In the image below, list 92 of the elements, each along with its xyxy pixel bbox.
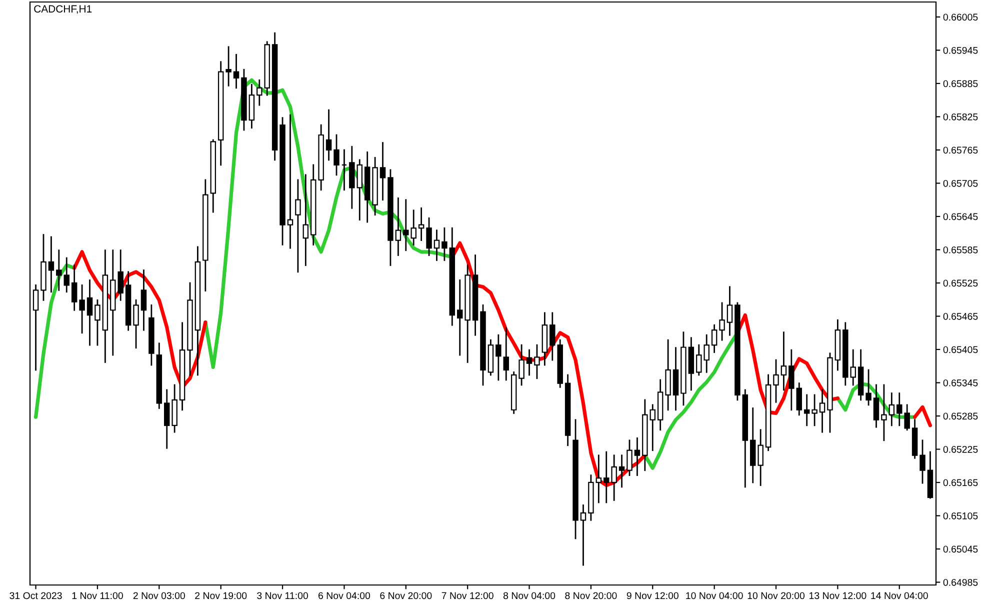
- candlestick: [873, 384, 880, 428]
- candlestick: [773, 359, 779, 403]
- candlestick: [71, 264, 78, 311]
- candlestick: [140, 270, 147, 331]
- candlestick: [326, 109, 332, 161]
- x-tick-label: 10 Nov 20:00: [748, 592, 805, 600]
- y-tick-label: 0.65945: [943, 46, 978, 54]
- candlestick: [426, 217, 432, 256]
- candlestick: [758, 429, 764, 486]
- x-tick-label: 8 Nov 20:00: [565, 592, 617, 600]
- y-tick-label: 0.65345: [943, 379, 978, 386]
- candlestick: [287, 114, 294, 249]
- y-tick-label: 0.65405: [943, 346, 978, 354]
- candlestick: [164, 389, 170, 449]
- candlestick: [904, 404, 910, 431]
- candlestick: [226, 46, 232, 86]
- y-tick-label: 0.66005: [943, 14, 978, 21]
- candlestick: [86, 280, 93, 346]
- candlestick: [812, 394, 818, 426]
- candlestick: [233, 54, 240, 89]
- candlestick: [64, 257, 70, 293]
- candlestick: [866, 369, 872, 406]
- candlestick: [356, 159, 362, 220]
- candlestick: [604, 451, 610, 504]
- x-tick-label: 3 Nov 11:00: [257, 592, 308, 600]
- candlestick: [819, 389, 826, 433]
- y-tick-label: 0.65225: [943, 446, 978, 453]
- candlestick: [596, 454, 602, 504]
- x-tick-label: 2 Nov 19:00: [195, 592, 247, 600]
- x-tick-label: 6 Nov 20:00: [380, 592, 432, 600]
- candlestick: [442, 227, 448, 261]
- candlestick: [79, 284, 85, 334]
- candlestick: [896, 392, 902, 426]
- candlestick: [920, 440, 926, 484]
- candlestick: [380, 142, 386, 201]
- y-tick-label: 0.65825: [943, 113, 978, 120]
- candlestick: [434, 230, 440, 261]
- y-tick-label: 0.65645: [943, 213, 978, 220]
- y-tick-label: 0.65045: [943, 546, 978, 553]
- candlestick: [534, 344, 540, 379]
- x-tick-label: 31 Oct 2023: [10, 592, 62, 600]
- y-tick-label: 0.65585: [943, 246, 978, 254]
- candlestick: [611, 454, 617, 501]
- candlestick: [334, 134, 340, 176]
- candlestick: [302, 174, 309, 266]
- candlestick: [94, 299, 100, 346]
- x-tick-label: 2 Nov 03:00: [133, 592, 185, 600]
- candlestick: [881, 384, 887, 442]
- candlestick: [618, 454, 625, 488]
- candlestick: [726, 286, 733, 336]
- candlestick: [56, 250, 62, 291]
- y-tick-label: 0.65765: [943, 146, 978, 154]
- candlestick: [133, 299, 139, 349]
- y-tick-label: 0.65465: [943, 312, 978, 320]
- y-tick-label: 0.64985: [943, 578, 978, 586]
- candlestick: [526, 349, 532, 376]
- candlestick: [503, 327, 509, 381]
- x-tick-label: 9 Nov 12:00: [626, 592, 678, 600]
- y-tick-label: 0.65105: [943, 512, 978, 520]
- x-tick-label: 14 Nov 04:00: [871, 592, 928, 600]
- candlestick: [804, 394, 810, 426]
- y-tick-label: 0.65285: [943, 412, 978, 420]
- candlestick: [580, 504, 586, 566]
- candlestick: [719, 302, 725, 341]
- candlestick: [650, 404, 656, 452]
- candlestick: [48, 236, 54, 293]
- y-tick-label: 0.65885: [943, 80, 978, 88]
- x-tick-label: 6 Nov 04:00: [318, 592, 370, 600]
- candlestick: [711, 324, 718, 353]
- x-tick-label: 8 Nov 04:00: [503, 592, 556, 600]
- candlestick: [496, 334, 502, 381]
- candlestick: [395, 197, 402, 256]
- candlestick: [418, 207, 424, 241]
- y-tick-label: 0.65705: [943, 180, 978, 187]
- candlestick: [634, 437, 640, 476]
- candlestick: [457, 280, 463, 356]
- chart-title: CADCHF,H1: [34, 5, 92, 14]
- candlestick: [788, 349, 794, 411]
- candlestick: [780, 332, 787, 391]
- x-tick-label: 13 Nov 12:00: [810, 592, 866, 600]
- candlestick: [888, 392, 895, 426]
- y-tick-label: 0.65525: [943, 280, 978, 287]
- x-tick-label: 1 Nov 11:00: [72, 592, 123, 600]
- x-tick-label: 10 Nov 04:00: [686, 592, 743, 600]
- y-tick-label: 0.65165: [943, 479, 978, 486]
- candlestick: [341, 149, 348, 191]
- x-tick-label: 7 Nov 12:00: [442, 592, 494, 600]
- candlestick: [626, 440, 632, 476]
- candlestick: [796, 382, 802, 416]
- candlestick: [518, 344, 524, 386]
- candlestick: [295, 179, 301, 273]
- candlestick: [32, 284, 39, 371]
